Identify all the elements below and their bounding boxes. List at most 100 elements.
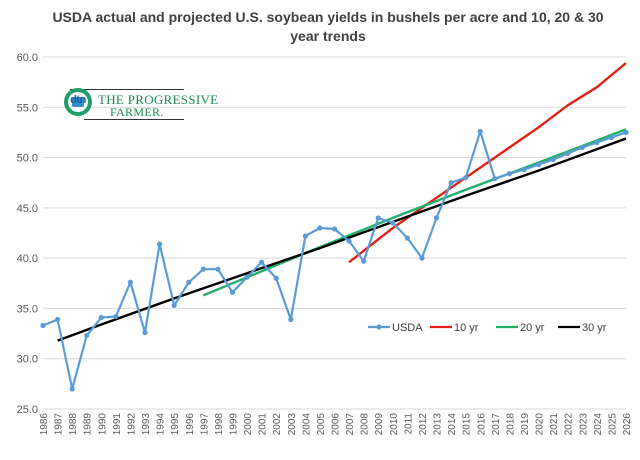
x-tick-label: 2017 bbox=[491, 413, 502, 436]
data-point bbox=[288, 316, 294, 323]
x-tick-label: 2015 bbox=[462, 413, 473, 436]
data-point bbox=[331, 226, 338, 232]
x-axis: 1986 1987 1988 1989 1990 1991 1992 1993 1994 1995… bbox=[39, 408, 633, 436]
data-point bbox=[215, 266, 221, 272]
data-point bbox=[200, 266, 206, 272]
data-point bbox=[317, 225, 323, 231]
data-point bbox=[535, 162, 542, 168]
x-tick-label: 1998 bbox=[214, 413, 225, 436]
x-tick-label: 1993 bbox=[141, 413, 152, 436]
series-line-30-yr bbox=[57, 137, 627, 342]
data-point bbox=[404, 235, 410, 241]
y-tick-label: 55.0 bbox=[17, 102, 38, 114]
x-tick-label: 2000 bbox=[243, 413, 254, 436]
x-tick-label: 2011 bbox=[403, 413, 414, 435]
y-tick-label: 50.0 bbox=[17, 153, 38, 165]
data-point bbox=[579, 144, 585, 151]
y-tick-label: 40.0 bbox=[17, 253, 38, 265]
x-tick-label: 2003 bbox=[287, 413, 298, 436]
y-tick-label: 45.0 bbox=[17, 203, 38, 215]
x-tick-label: 1991 bbox=[112, 413, 123, 436]
x-tick-label: 1992 bbox=[126, 413, 137, 436]
legend-label: 10 yr bbox=[454, 322, 479, 334]
data-point bbox=[375, 215, 381, 221]
legend: USDA 10 yr 20 yr 30 yr bbox=[368, 322, 607, 334]
x-tick-label: 1995 bbox=[170, 413, 181, 436]
x-tick-label: 2001 bbox=[258, 413, 269, 436]
data-point bbox=[361, 258, 367, 264]
y-tick-label: 25.0 bbox=[17, 404, 38, 416]
data-point bbox=[244, 274, 250, 280]
logo-rule-top bbox=[70, 89, 184, 90]
x-tick-label: 2008 bbox=[360, 413, 371, 436]
data-point bbox=[40, 322, 46, 329]
data-point bbox=[273, 275, 279, 281]
data-point bbox=[171, 302, 177, 309]
data-point bbox=[433, 215, 440, 221]
x-tick-label: 2021 bbox=[549, 413, 560, 436]
y-axis: 25.0 30.0 35.0 40.0 45.0 50.0 55.0 60.0 bbox=[17, 52, 38, 416]
legend-label: 20 yr bbox=[520, 322, 545, 334]
x-tick-label: 1990 bbox=[97, 413, 108, 436]
data-point bbox=[157, 241, 163, 247]
data-point bbox=[492, 176, 498, 182]
x-tick-label: 2010 bbox=[389, 413, 400, 436]
x-tick-label: 1997 bbox=[199, 413, 210, 436]
data-point bbox=[565, 150, 571, 157]
x-tick-label: 2009 bbox=[374, 413, 385, 436]
x-tick-label: 1996 bbox=[185, 413, 196, 436]
data-point bbox=[463, 175, 469, 181]
x-tick-label: 1988 bbox=[68, 413, 79, 436]
x-tick-label: 2022 bbox=[564, 413, 575, 436]
chart-title: USDA actual and projected U.S. soybean y… bbox=[52, 9, 604, 44]
logo-dtn-text: dtn bbox=[70, 94, 86, 106]
x-tick-label: 2004 bbox=[301, 413, 312, 436]
y-tick-label: 35.0 bbox=[17, 303, 38, 315]
data-point bbox=[98, 314, 104, 321]
data-point bbox=[521, 167, 527, 173]
x-tick-label: 2006 bbox=[331, 413, 342, 436]
data-point bbox=[623, 129, 629, 136]
logo-line2: FARMER. bbox=[110, 105, 164, 119]
series-line-10-yr bbox=[348, 62, 627, 264]
x-tick-label: 1987 bbox=[54, 413, 65, 436]
legend-label: USDA bbox=[392, 322, 423, 334]
plot-area bbox=[40, 62, 629, 392]
x-tick-label: 2014 bbox=[447, 413, 458, 436]
data-point bbox=[186, 279, 192, 285]
data-point bbox=[54, 316, 61, 323]
data-point bbox=[84, 332, 90, 339]
logo-line1: THE PROGRESSIVE bbox=[98, 92, 219, 107]
x-tick-label: 2019 bbox=[520, 413, 531, 436]
x-tick-label: 1999 bbox=[228, 413, 239, 436]
x-tick-label: 2013 bbox=[433, 413, 444, 436]
x-tick-label: 2026 bbox=[622, 413, 633, 436]
data-point bbox=[506, 171, 512, 177]
x-tick-label: 1989 bbox=[83, 413, 94, 436]
legend-label: 30 yr bbox=[582, 322, 607, 334]
x-tick-label: 2007 bbox=[345, 413, 356, 436]
data-point bbox=[390, 220, 396, 226]
x-tick-label: 2023 bbox=[578, 413, 589, 436]
x-tick-label: 2005 bbox=[316, 413, 327, 436]
x-tick-label: 2012 bbox=[418, 413, 429, 436]
data-point bbox=[419, 255, 425, 261]
data-point bbox=[448, 180, 454, 186]
dtn-progressive-farmer-logo: dtn THE PROGRESSIVE FARMER. bbox=[60, 80, 218, 122]
x-tick-label: 2025 bbox=[607, 413, 618, 436]
x-tick-label: 2024 bbox=[593, 413, 604, 436]
data-point bbox=[302, 233, 308, 239]
data-point bbox=[113, 313, 119, 320]
legend-marker bbox=[376, 324, 382, 330]
logo-rule-bottom bbox=[84, 119, 184, 120]
x-tick-label: 1994 bbox=[156, 413, 167, 436]
x-tick-label: 2016 bbox=[476, 413, 487, 436]
x-tick-label: 2002 bbox=[272, 413, 283, 436]
data-point bbox=[550, 156, 556, 163]
data-point bbox=[608, 134, 615, 141]
y-tick-label: 30.0 bbox=[17, 354, 38, 366]
data-point bbox=[127, 279, 134, 285]
x-tick-label: 2020 bbox=[535, 413, 546, 436]
logo-ring-icon bbox=[64, 88, 92, 116]
